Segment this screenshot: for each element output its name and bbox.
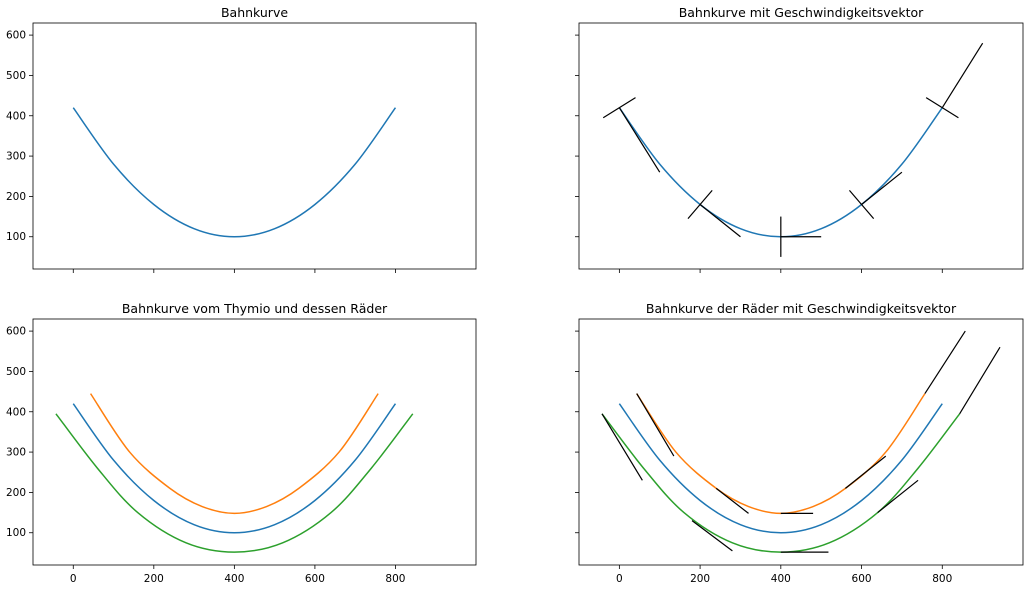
y-tick-label: 100	[6, 527, 26, 539]
x-tick-label: 800	[932, 573, 952, 585]
series-line-1	[72, 107, 397, 238]
y-tick-label: 400	[6, 110, 26, 122]
velocity-vector-2	[699, 204, 741, 238]
velocity-vector-7	[691, 520, 733, 552]
x-tick-label: 400	[224, 573, 244, 585]
velocity-vector-7	[687, 189, 713, 219]
x-tick-label: 0	[616, 573, 623, 585]
data-layer	[55, 393, 414, 553]
chart-title: Bahnkurve vom Thymio und dessen Räder	[122, 301, 388, 316]
subplot-4: 0 200 400 600 800 Bahnkurve der Räder mit Ges…	[575, 301, 1024, 585]
subplot-3: 0 200 400 600 800 100 200 300 400 500 600 Bahnkurve…	[6, 301, 477, 585]
y-tick-label: 200	[6, 191, 26, 203]
y-tick-label: 600	[6, 30, 26, 42]
y-tick-label: 600	[6, 326, 26, 338]
x-tick-label: 200	[690, 573, 710, 585]
data-layer	[72, 107, 397, 238]
velocity-vector-6	[601, 413, 643, 481]
x-tick-label: 600	[305, 573, 325, 585]
axes-frame	[578, 22, 1024, 270]
y-tick-label: 200	[6, 487, 26, 499]
data-layer	[602, 42, 984, 257]
velocity-vector-10	[925, 97, 959, 119]
series-line-2	[89, 393, 379, 515]
plot-area	[33, 319, 476, 565]
axes-frame	[32, 318, 477, 566]
velocity-vector-1	[636, 393, 675, 457]
velocity-vector-6	[602, 97, 636, 119]
subplot-1: 100 200 300 400 500 600 Bahnkurve	[6, 5, 477, 273]
plot-area	[579, 23, 1023, 269]
y-tick-label: 500	[6, 366, 26, 378]
x-tick-label: 600	[852, 573, 872, 585]
velocity-vector-5	[924, 330, 966, 394]
chart-title: Bahnkurve	[221, 5, 288, 20]
x-tick-label: 800	[385, 573, 405, 585]
velocity-vector-9	[877, 479, 919, 514]
velocity-vector-4	[845, 455, 887, 489]
series-line-3	[55, 413, 414, 553]
series-line-1	[72, 403, 397, 534]
velocity-vector-10	[959, 346, 1001, 415]
axes-frame	[32, 22, 477, 270]
velocity-vector-1	[618, 107, 661, 173]
y-tick-label: 100	[6, 231, 26, 243]
velocity-vector-5	[941, 42, 984, 109]
plot-area	[33, 23, 476, 269]
data-layer	[601, 330, 1001, 553]
velocity-vector-4	[861, 171, 903, 205]
y-tick-label: 500	[6, 70, 26, 82]
y-tick-label: 400	[6, 406, 26, 418]
y-tick-label: 300	[6, 151, 26, 163]
subplot-2: Bahnkurve mit Geschwindigkeitsvektor	[575, 5, 1024, 273]
chart-title: Bahnkurve der Räder mit Geschwindigkeits…	[646, 301, 957, 316]
x-tick-label: 0	[70, 573, 77, 585]
series-line-1	[618, 403, 943, 534]
velocity-vector-2	[715, 487, 749, 514]
x-tick-label: 200	[144, 573, 164, 585]
axes-frame	[578, 318, 1024, 566]
y-tick-label: 300	[6, 447, 26, 459]
x-tick-label: 400	[771, 573, 791, 585]
plot-area	[579, 319, 1023, 565]
velocity-vector-9	[848, 189, 875, 219]
chart-title: Bahnkurve mit Geschwindigkeitsvektor	[679, 5, 924, 20]
